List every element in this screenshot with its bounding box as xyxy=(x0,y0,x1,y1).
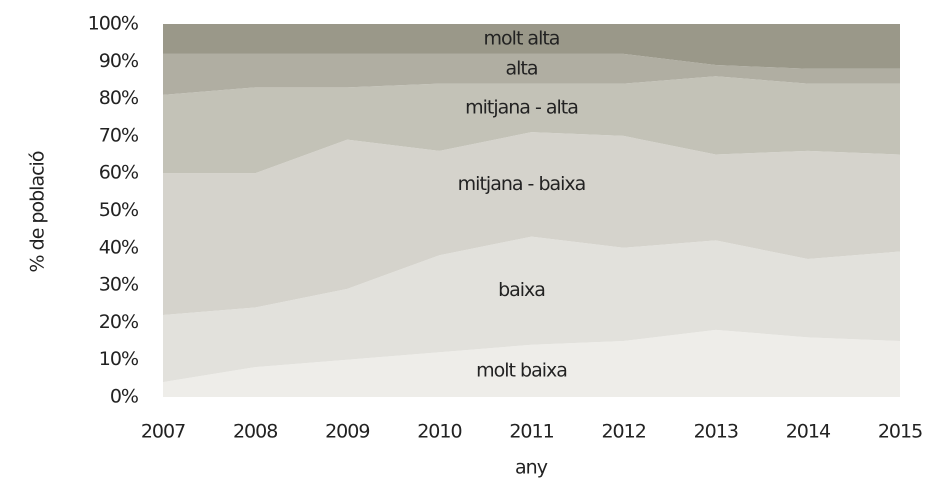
series-label: molt alta xyxy=(484,27,560,49)
y-tick-label: 60% xyxy=(99,162,138,184)
y-tick-label: 10% xyxy=(99,348,138,370)
y-tick-label: 20% xyxy=(99,311,138,333)
series-label: mitjana - alta xyxy=(465,96,578,118)
x-tick-label: 2011 xyxy=(509,421,553,443)
area xyxy=(163,329,900,397)
y-tick-label: 100% xyxy=(88,13,138,35)
y-tick-label: 90% xyxy=(99,50,138,72)
y-tick-label: 40% xyxy=(99,236,138,258)
y-tick-label: 70% xyxy=(99,124,138,146)
x-tick-label: 2007 xyxy=(141,421,185,443)
series-label: alta xyxy=(505,57,537,79)
area xyxy=(163,24,900,69)
y-axis-label: % de població xyxy=(27,151,49,272)
area xyxy=(163,132,900,315)
x-tick-label: 2010 xyxy=(417,421,461,443)
x-tick-label: 2013 xyxy=(694,421,738,443)
x-tick-label: 2008 xyxy=(233,421,277,443)
x-tick-label: 2015 xyxy=(878,421,922,443)
y-tick-label: 80% xyxy=(99,87,138,109)
series-label: molt baixa xyxy=(476,359,567,381)
area xyxy=(163,236,900,383)
y-tick-label: 50% xyxy=(99,199,138,221)
y-tick-label: 30% xyxy=(99,274,138,296)
x-axis-label: any xyxy=(515,457,548,479)
x-tick-label: 2009 xyxy=(325,421,369,443)
area xyxy=(163,76,900,174)
series-label: baixa xyxy=(498,279,545,301)
y-tick-label: 0% xyxy=(110,386,138,408)
x-tick-label: 2014 xyxy=(786,421,831,443)
area xyxy=(163,53,900,95)
x-tick-label: 2012 xyxy=(601,421,645,443)
series-label: mitjana - baixa xyxy=(458,173,586,195)
